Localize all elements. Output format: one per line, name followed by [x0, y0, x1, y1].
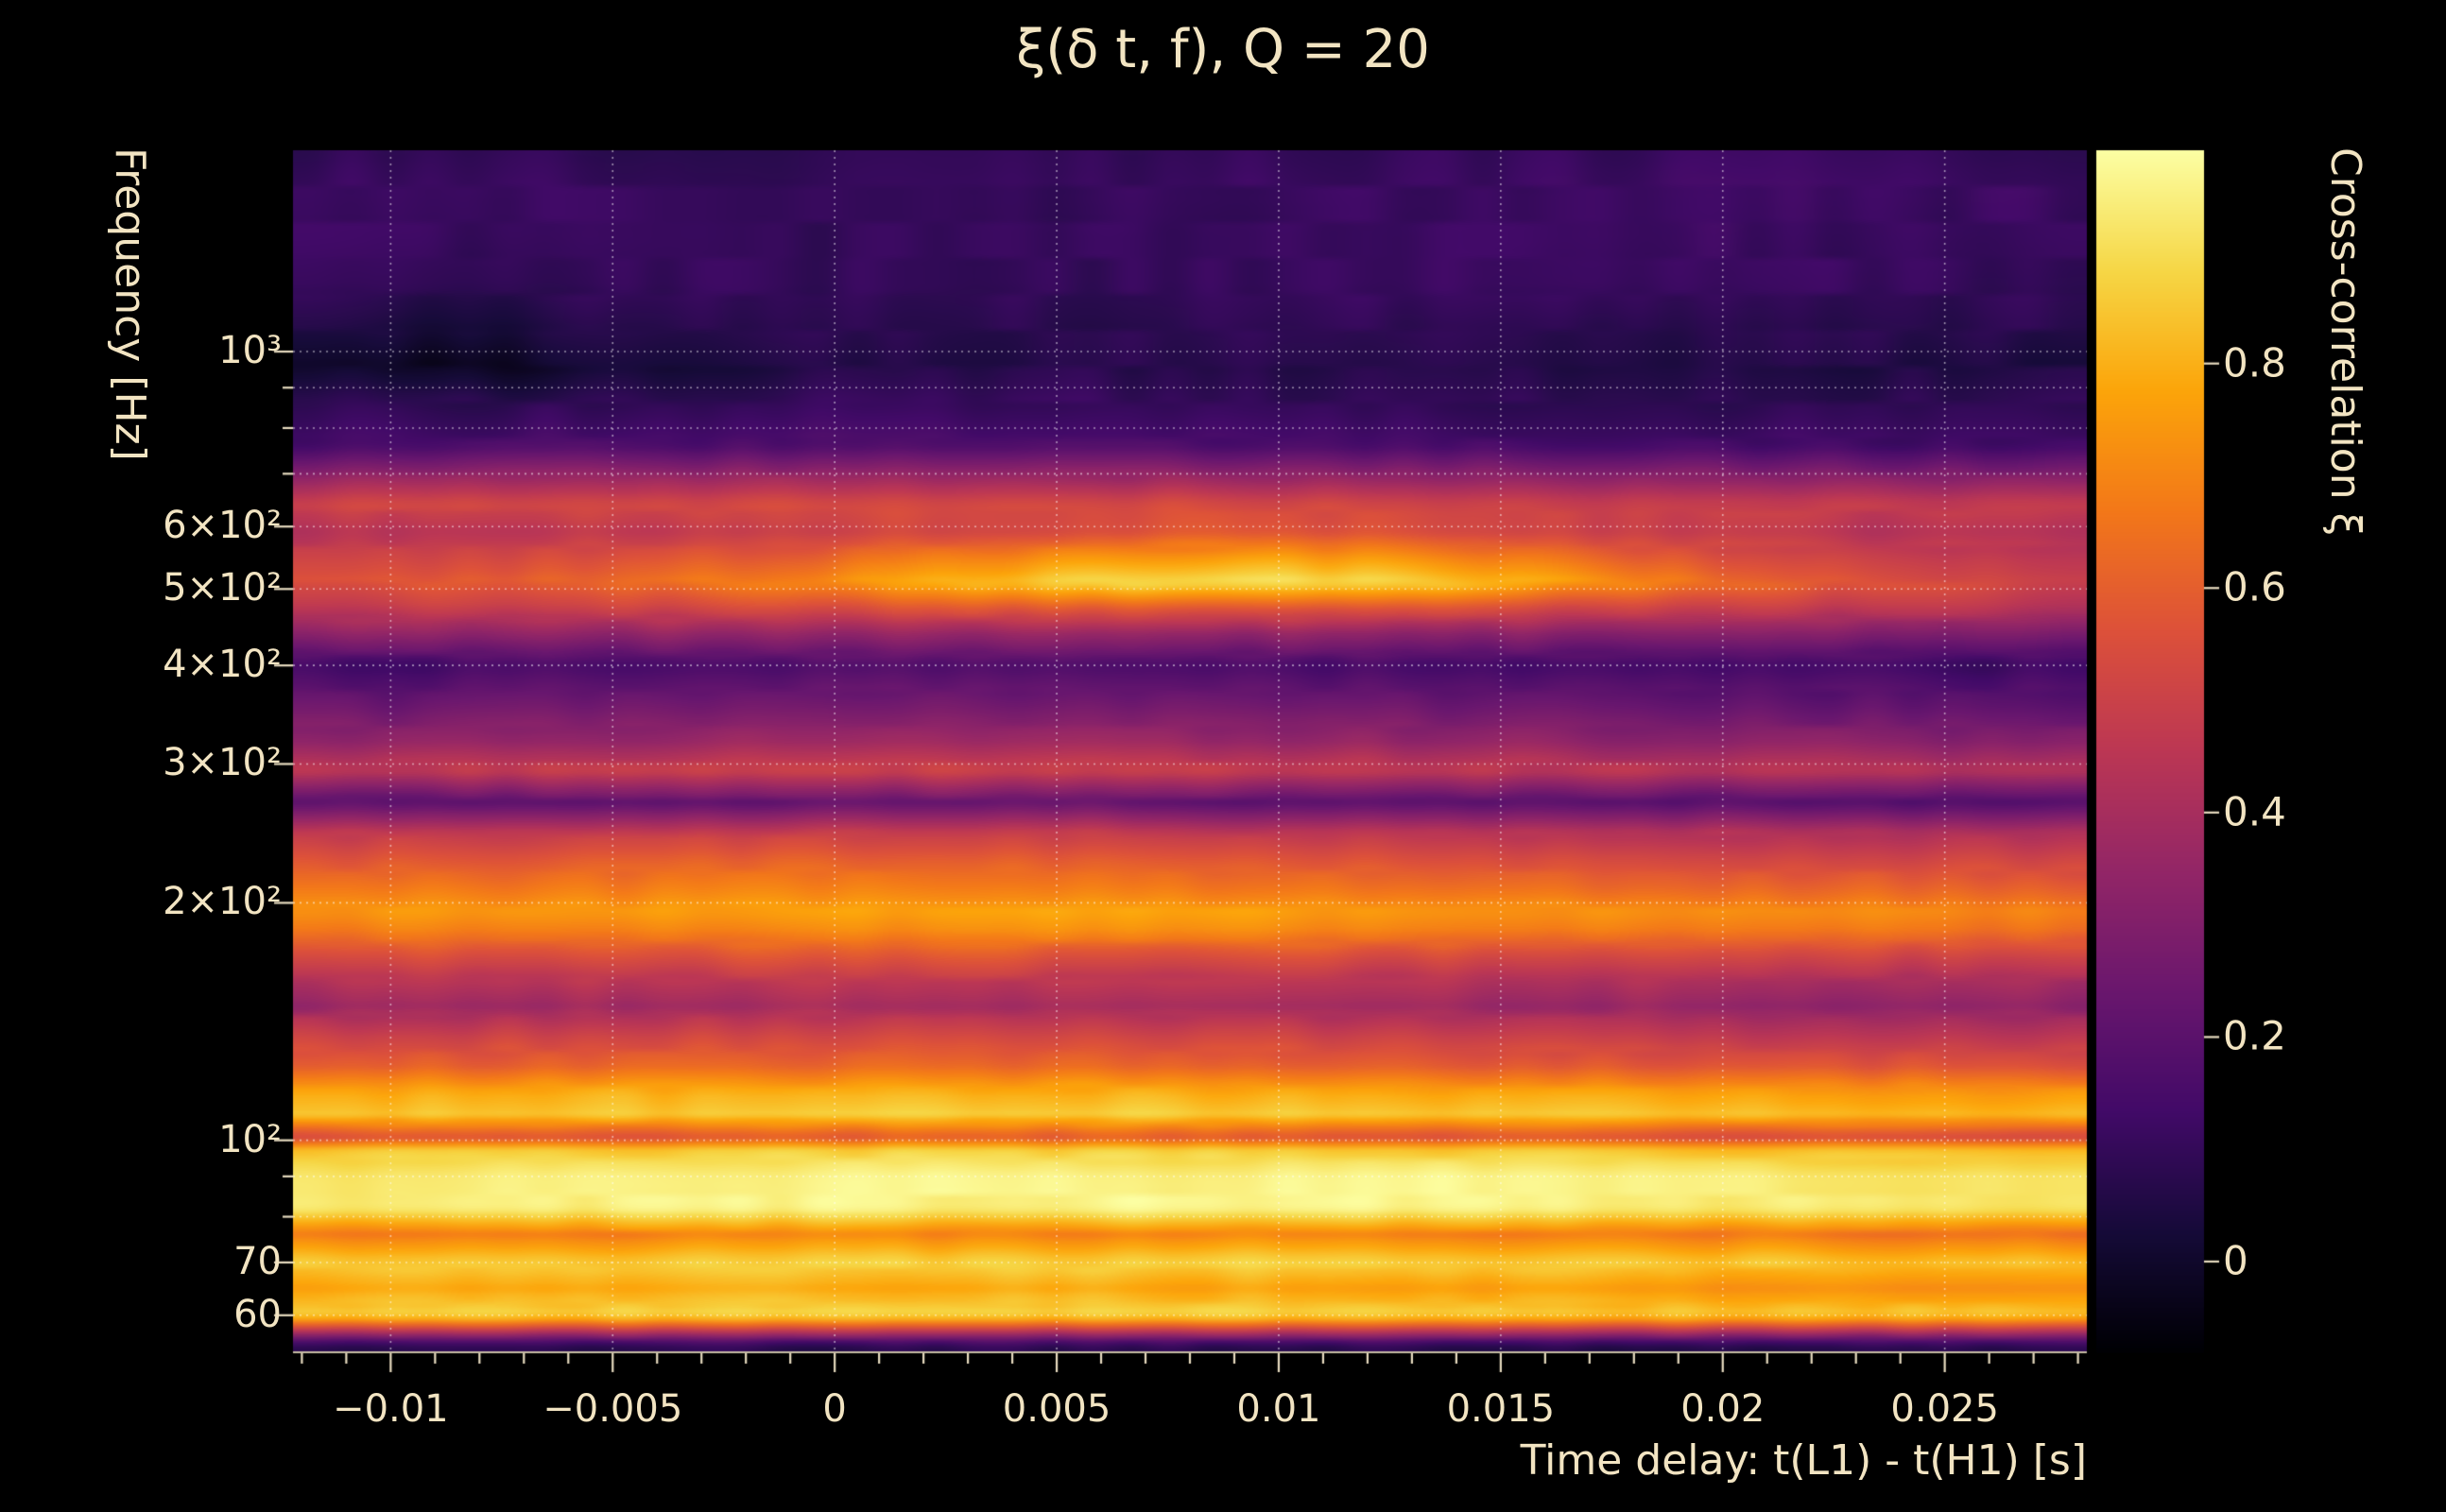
- colorbar-tick-label: 0.2: [2223, 1012, 2286, 1059]
- x-tick-label: 0.02: [1680, 1387, 1766, 1431]
- x-tick-label: 0.015: [1446, 1387, 1556, 1431]
- colorbar-label: Cross-correlation ξ: [2321, 147, 2369, 537]
- colorbar-tick-label: 0: [2223, 1237, 2248, 1284]
- x-tick-label: 0.01: [1236, 1387, 1321, 1431]
- y-tick-label: 10²: [218, 1117, 282, 1161]
- y-tick-label: 3×10²: [163, 741, 282, 785]
- y-tick-label: 70: [233, 1240, 282, 1284]
- x-axis-label: Time delay: t(L1) - t(H1) [s]: [1520, 1436, 2087, 1485]
- colorbar-tick-label: 0.4: [2223, 788, 2286, 835]
- y-tick-label: 6×10²: [163, 504, 282, 548]
- y-tick-label: 2×10²: [163, 880, 282, 924]
- x-tick-label: −0.005: [543, 1387, 683, 1431]
- x-tick-label: −0.01: [333, 1387, 449, 1431]
- y-tick-label: 4×10²: [163, 643, 282, 687]
- x-tick-label: 0: [822, 1387, 847, 1431]
- y-tick-label: 60: [233, 1292, 282, 1336]
- colorbar-tick-label: 0.6: [2223, 563, 2286, 610]
- y-tick-label: 5×10²: [163, 566, 282, 610]
- chart-title: ξ(δ t, f), Q = 20: [1016, 19, 1430, 80]
- colorbar-tick-label: 0.8: [2223, 339, 2286, 387]
- y-axis-label: Frequency [Hz]: [106, 147, 154, 461]
- x-tick-label: 0.005: [1002, 1387, 1111, 1431]
- x-tick-label: 0.025: [1890, 1387, 1999, 1431]
- y-tick-label: 10³: [218, 329, 282, 373]
